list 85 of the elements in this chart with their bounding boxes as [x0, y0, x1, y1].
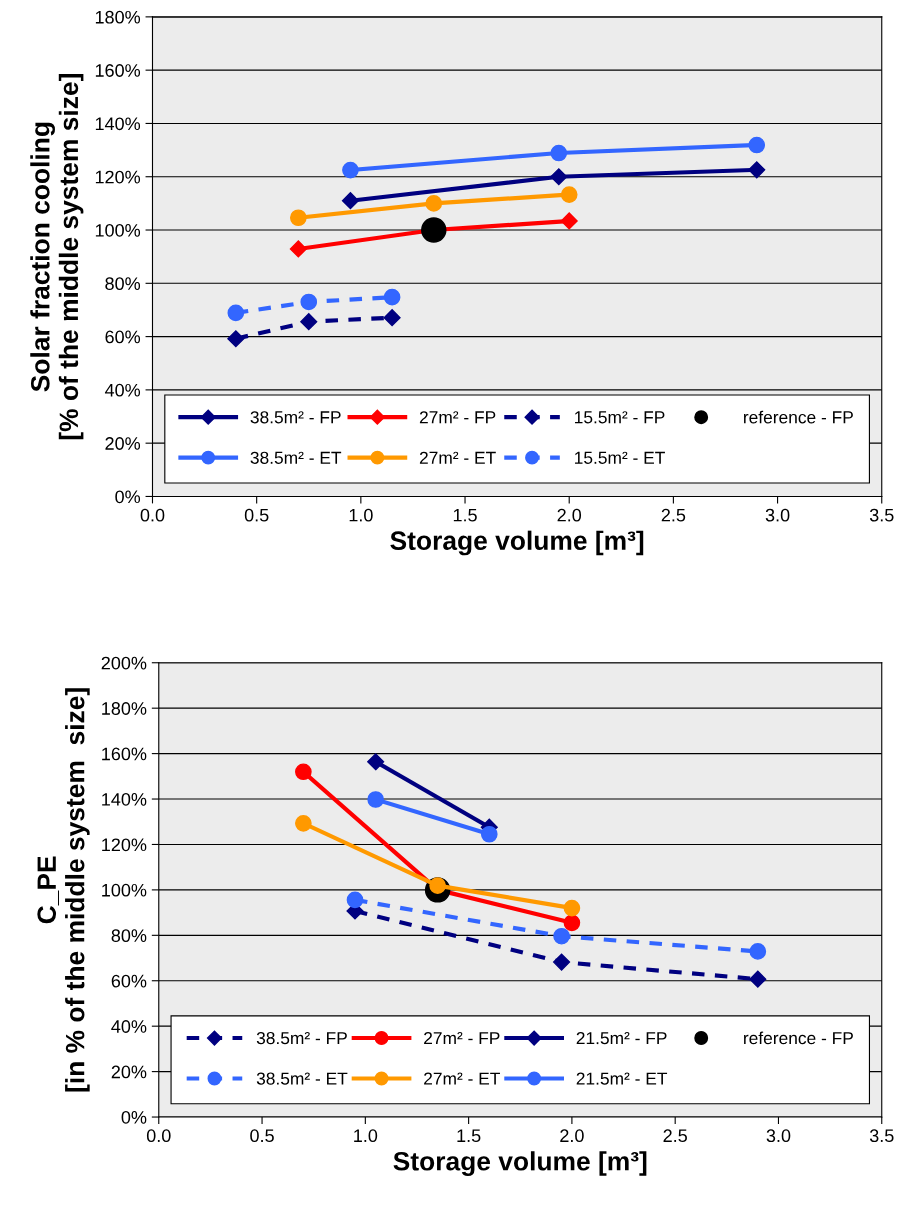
y-tick-label: 140% [102, 792, 147, 806]
x-tick-label: 3.0 [765, 508, 790, 522]
point [748, 136, 766, 154]
point [300, 313, 318, 331]
point [480, 825, 498, 843]
x-tick-label: 0.0 [146, 1129, 171, 1143]
legend-label: 15.5m² - ET [575, 451, 665, 464]
point [563, 899, 581, 917]
point [383, 309, 401, 327]
point [560, 212, 578, 230]
point [560, 186, 578, 203]
y-tick-label: 120% [95, 170, 141, 184]
point [341, 192, 359, 210]
y-tick-label: 120% [102, 838, 147, 852]
legend-label: 27m² - FP [419, 411, 496, 424]
legend-label: 38.5m² - ET [256, 1072, 348, 1085]
point [300, 293, 318, 311]
x-tick-label: 2.0 [560, 1129, 584, 1143]
x-tick-label: 0.0 [140, 508, 165, 522]
legend-label: 27m² - ET [424, 1072, 500, 1085]
x-tick-label: 3.5 [869, 508, 894, 522]
point [295, 815, 312, 832]
y-tick-label: 0% [121, 1110, 147, 1124]
y-tick-label: 160% [95, 64, 141, 77]
x-tick-label: 3.5 [869, 1129, 894, 1143]
y-tick-label: 60% [111, 974, 147, 988]
legend-label: 21.5m² - FP [576, 1031, 667, 1045]
x-tick-label: 2.0 [557, 508, 582, 522]
x-axis-title: Storage volume [m³] [393, 1151, 647, 1176]
x-tick-label: 1.5 [457, 1129, 481, 1143]
legend-label: 15.5m² - FP [575, 411, 665, 424]
point [421, 217, 447, 243]
point [553, 953, 571, 971]
y-tick-label: 20% [111, 1065, 147, 1079]
point [295, 763, 312, 781]
y-tick-label: 180% [95, 10, 141, 24]
point [227, 304, 245, 322]
x-axis-title: Storage volume [m³] [390, 530, 644, 556]
y-tick-label: 80% [111, 929, 147, 943]
point [289, 240, 307, 258]
point [553, 927, 570, 945]
y-tick-label: 40% [104, 383, 141, 397]
point [550, 168, 568, 186]
y-axis-title: C_PE [in % of the middle system size] [37, 688, 90, 1092]
y-tick-label: 80% [105, 277, 141, 291]
point [749, 970, 767, 988]
legend-label: 21.5m² - ET [576, 1072, 668, 1085]
point [342, 161, 359, 179]
point [346, 891, 364, 909]
y-tick-label: 200% [101, 656, 147, 670]
point [383, 288, 401, 306]
legend-label: 27m² - ET [419, 451, 496, 464]
legend-label: 38.5m² - ET [250, 451, 342, 464]
y-axis-title: Solar fraction cooling [% of the middle system size] [30, 74, 84, 440]
y-tick-label: 20% [105, 437, 141, 450]
point [425, 195, 443, 212]
point [367, 753, 385, 771]
x-tick-label: 1.0 [349, 508, 373, 522]
legend-label: 38.5m² - FP [250, 411, 341, 424]
y-tick-label: 100% [95, 223, 141, 237]
point [290, 209, 307, 227]
x-tick-label: 1.0 [354, 1129, 378, 1143]
x-tick-label: 2.5 [661, 508, 686, 522]
y-tick-label: 40% [111, 1020, 147, 1033]
x-tick-label: 0.5 [244, 508, 269, 522]
y-tick-label: 60% [105, 330, 141, 344]
legend-label: reference - FP [744, 1031, 853, 1045]
point [367, 791, 384, 808]
y-tick-label: 0% [115, 490, 141, 504]
x-tick-label: 3.0 [766, 1129, 791, 1143]
point [749, 943, 767, 960]
point [748, 161, 766, 179]
x-tick-label: 2.5 [663, 1129, 687, 1143]
y-tick-label: 140% [95, 117, 141, 131]
legend-label: 27m² - FP [424, 1031, 500, 1045]
legend-label: 38.5m² - FP [256, 1031, 347, 1045]
point [563, 914, 581, 932]
legend-label: reference - FP [744, 410, 853, 424]
y-tick-label: 160% [102, 747, 147, 761]
y-tick-label: 180% [102, 702, 147, 715]
y-tick-label: 100% [102, 883, 147, 897]
x-tick-label: 0.5 [250, 1129, 274, 1143]
point [227, 330, 245, 348]
x-tick-label: 1.5 [453, 508, 477, 522]
point [550, 144, 568, 162]
